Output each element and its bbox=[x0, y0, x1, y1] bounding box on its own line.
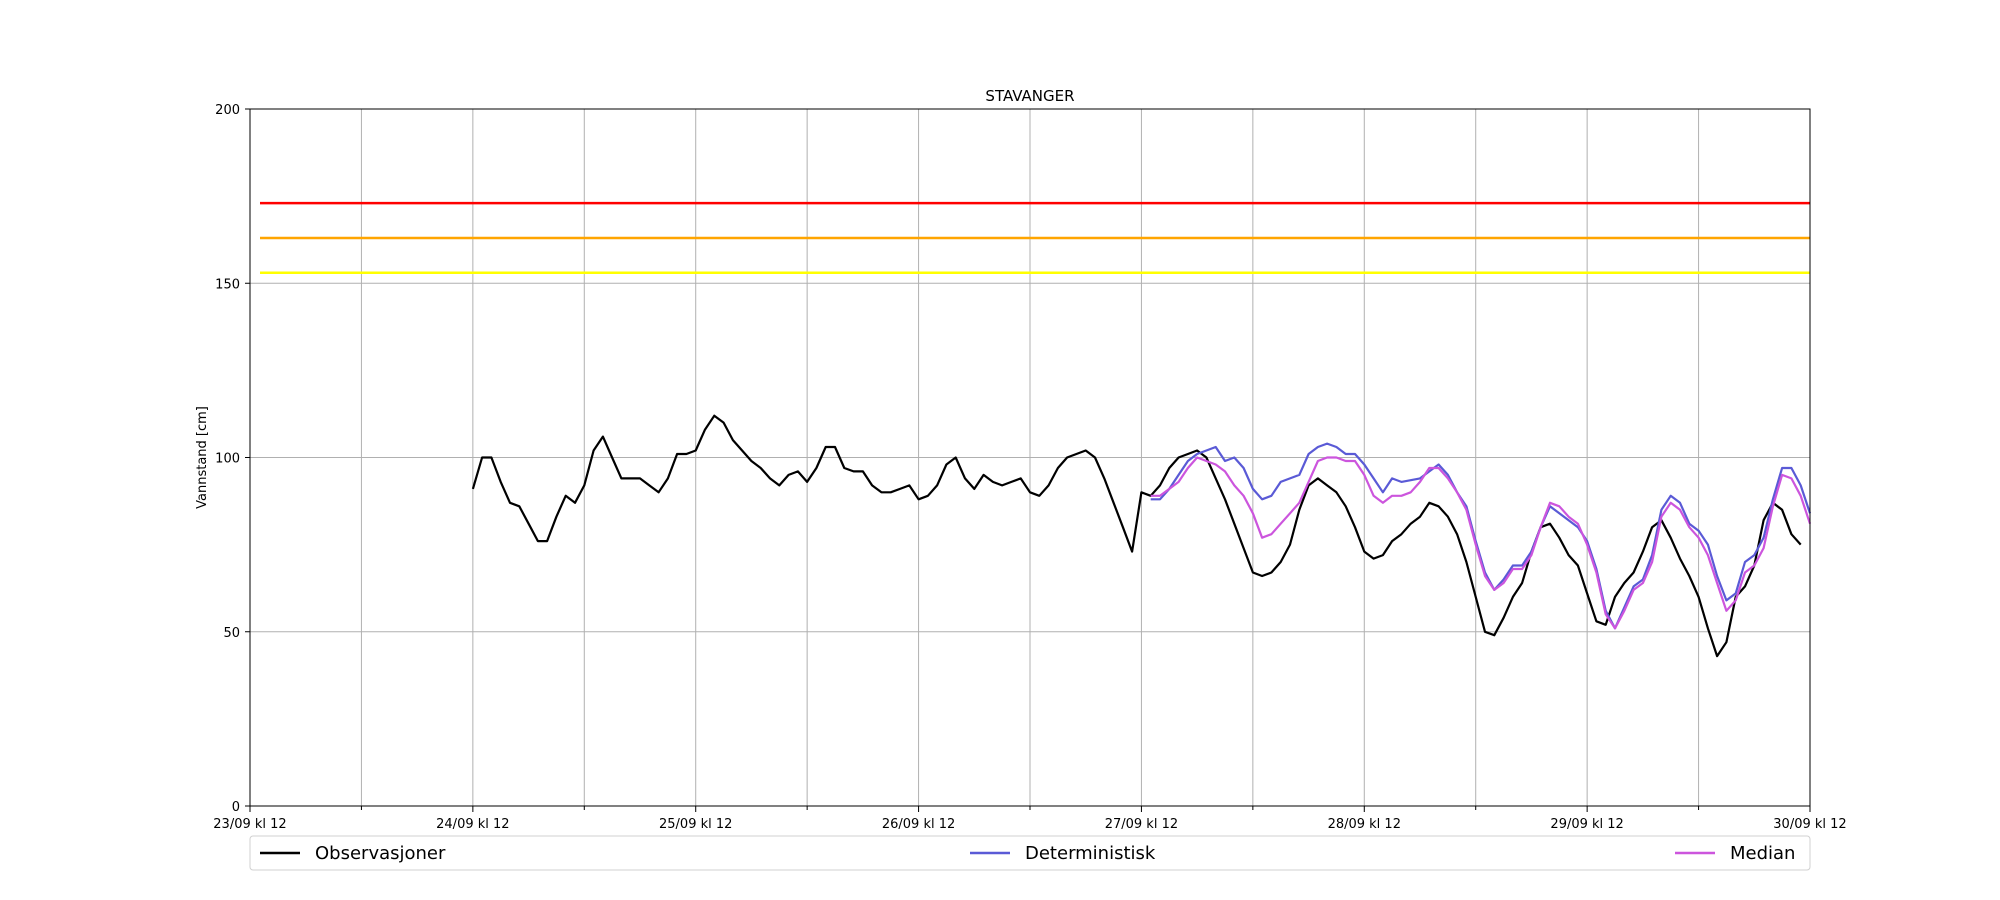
series-line bbox=[1150, 456, 1812, 630]
x-tick-label: 23/09 kl 12 bbox=[213, 817, 286, 832]
x-tick-label: 29/09 kl 12 bbox=[1550, 817, 1623, 832]
y-tick-label: 100 bbox=[215, 452, 240, 467]
legend-label: Deterministisk bbox=[1025, 843, 1156, 864]
legend-label: Median bbox=[1730, 843, 1795, 864]
x-tick-label: 25/09 kl 12 bbox=[659, 817, 732, 832]
legend-frame bbox=[249, 835, 1811, 871]
series-lines bbox=[471, 414, 1812, 658]
grid bbox=[250, 109, 1810, 806]
axes: 23/09 kl 12 24/09 kl 12 25/09 kl 12 26/09 k… bbox=[213, 103, 1846, 832]
series-line bbox=[471, 414, 1802, 658]
y-tick-label: 150 bbox=[215, 277, 240, 292]
chart-title: STAVANGER bbox=[985, 87, 1074, 105]
x-tick-label: 26/09 kl 12 bbox=[882, 817, 955, 832]
y-axis-label: Vannstand [cm] bbox=[195, 406, 210, 509]
series-line bbox=[1150, 442, 1812, 630]
threshold-lines bbox=[260, 201, 1810, 275]
y-tick-label: 200 bbox=[215, 103, 240, 118]
legend-label: Observasjoner bbox=[315, 843, 446, 864]
y-tick-label: 0 bbox=[232, 800, 240, 815]
legend: Observasjoner Deterministisk Median bbox=[249, 835, 1811, 871]
x-tick-label: 27/09 kl 12 bbox=[1105, 817, 1178, 832]
y-tick-label: 50 bbox=[223, 626, 240, 641]
x-tick-label: 28/09 kl 12 bbox=[1328, 817, 1401, 832]
x-tick-label: 24/09 kl 12 bbox=[436, 817, 509, 832]
x-tick-label: 30/09 kl 12 bbox=[1773, 817, 1846, 832]
